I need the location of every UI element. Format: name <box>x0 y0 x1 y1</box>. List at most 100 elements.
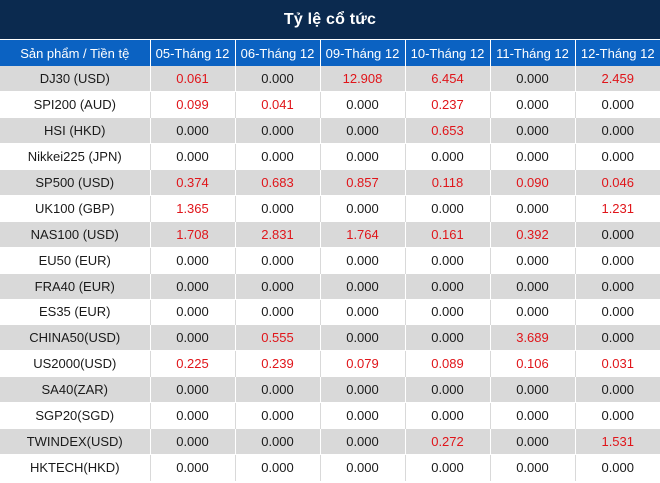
column-header-date: 12-Tháng 12 <box>575 40 660 66</box>
dividend-value-cell: 0.118 <box>405 169 491 196</box>
dividend-value-cell: 0.000 <box>490 91 576 118</box>
table-title: Tỷ lệ cổ tức <box>0 0 660 40</box>
column-header-date: 06-Tháng 12 <box>235 40 321 66</box>
dividend-value-cell: 0.000 <box>150 273 236 300</box>
dividend-value-cell: 0.000 <box>235 402 321 429</box>
dividend-value-cell: 0.000 <box>490 247 576 274</box>
dividend-value-cell: 0.000 <box>490 402 576 429</box>
product-cell: CHINA50(USD) <box>0 324 151 351</box>
dividend-value-cell: 0.000 <box>320 402 406 429</box>
table-row: FRA40 (EUR) 0.000 0.000 0.000 0.000 0.000 0.00… <box>0 273 660 300</box>
dividend-value-cell: 0.000 <box>150 428 236 455</box>
product-cell: Nikkei225 (JPN) <box>0 143 151 170</box>
dividend-value-cell: 0.000 <box>150 402 236 429</box>
table-row: DJ30 (USD) 0.061 0.000 12.908 6.454 0.000 2.45… <box>0 66 660 92</box>
table-row: Nikkei225 (JPN) 0.000 0.000 0.000 0.000 0.000… <box>0 143 660 170</box>
dividend-value-cell: 1.708 <box>150 221 236 248</box>
dividend-value-cell: 0.000 <box>235 117 321 144</box>
dividend-value-cell: 0.237 <box>405 91 491 118</box>
dividend-value-cell: 1.231 <box>575 195 660 222</box>
dividend-value-cell: 0.000 <box>150 299 236 325</box>
dividend-value-cell: 0.000 <box>320 324 406 351</box>
dividend-value-cell: 0.089 <box>405 350 491 377</box>
dividend-table: Sản phẩm / Tiền tệ 05-Tháng 12 06-Tháng … <box>0 40 660 481</box>
dividend-value-cell: 0.161 <box>405 221 491 248</box>
column-header-product: Sản phẩm / Tiền tệ <box>0 40 151 66</box>
dividend-value-cell: 0.000 <box>320 143 406 170</box>
product-cell: HSI (HKD) <box>0 117 151 144</box>
product-cell: FRA40 (EUR) <box>0 273 151 300</box>
dividend-value-cell: 0.374 <box>150 169 236 196</box>
dividend-value-cell: 0.000 <box>575 299 660 325</box>
table-row: SGP20(SGD) 0.000 0.000 0.000 0.000 0.000 0.000 <box>0 402 660 429</box>
dividend-value-cell: 0.031 <box>575 350 660 377</box>
dividend-value-cell: 0.000 <box>320 428 406 455</box>
dividend-value-cell: 0.272 <box>405 428 491 455</box>
dividend-value-cell: 0.555 <box>235 324 321 351</box>
dividend-value-cell: 0.000 <box>235 143 321 170</box>
dividend-value-cell: 0.000 <box>235 376 321 403</box>
dividend-value-cell: 0.000 <box>575 454 660 481</box>
table-row: HKTECH(HKD) 0.000 0.000 0.000 0.000 0.000 0.00… <box>0 454 660 481</box>
table-row: CHINA50(USD) 0.000 0.555 0.000 0.000 3.689 0.0… <box>0 324 660 351</box>
column-header-date: 11-Tháng 12 <box>490 40 576 66</box>
table-row: NAS100 (USD) 1.708 2.831 1.764 0.161 0.392 0.0… <box>0 221 660 248</box>
dividend-value-cell: 0.000 <box>320 376 406 403</box>
dividend-value-cell: 0.000 <box>320 454 406 481</box>
dividend-value-cell: 0.041 <box>235 91 321 118</box>
table-header: Sản phẩm / Tiền tệ 05-Tháng 12 06-Tháng … <box>0 40 660 66</box>
dividend-value-cell: 0.239 <box>235 350 321 377</box>
dividend-value-cell: 0.000 <box>405 143 491 170</box>
dividend-value-cell: 0.000 <box>490 454 576 481</box>
dividend-value-cell: 0.000 <box>490 428 576 455</box>
dividend-value-cell: 12.908 <box>320 66 406 92</box>
dividend-value-cell: 0.000 <box>405 376 491 403</box>
dividend-value-cell: 0.090 <box>490 169 576 196</box>
product-cell: ES35 (EUR) <box>0 299 151 325</box>
dividend-value-cell: 0.106 <box>490 350 576 377</box>
table-body: DJ30 (USD) 0.061 0.000 12.908 6.454 0.000 2.45… <box>0 66 660 481</box>
dividend-value-cell: 0.857 <box>320 169 406 196</box>
dividend-value-cell: 0.000 <box>320 273 406 300</box>
product-cell: SA40(ZAR) <box>0 376 151 403</box>
dividend-value-cell: 0.000 <box>150 454 236 481</box>
dividend-value-cell: 0.000 <box>235 299 321 325</box>
dividend-value-cell: 0.000 <box>575 221 660 248</box>
dividend-value-cell: 0.000 <box>235 273 321 300</box>
table-row: ES35 (EUR) 0.000 0.000 0.000 0.000 0.000 0.000 <box>0 299 660 325</box>
table-row: SP500 (USD) 0.374 0.683 0.857 0.118 0.090 0.04… <box>0 169 660 196</box>
dividend-value-cell: 0.000 <box>490 66 576 92</box>
dividend-value-cell: 0.046 <box>575 169 660 196</box>
product-cell: HKTECH(HKD) <box>0 454 151 481</box>
product-cell: TWINDEX(USD) <box>0 428 151 455</box>
dividend-value-cell: 6.454 <box>405 66 491 92</box>
dividend-value-cell: 0.000 <box>575 376 660 403</box>
dividend-value-cell: 0.392 <box>490 221 576 248</box>
dividend-value-cell: 0.000 <box>575 91 660 118</box>
product-cell: SPI200 (AUD) <box>0 91 151 118</box>
dividend-value-cell: 0.000 <box>490 143 576 170</box>
header-row: Sản phẩm / Tiền tệ 05-Tháng 12 06-Tháng … <box>0 40 660 66</box>
dividend-value-cell: 1.531 <box>575 428 660 455</box>
column-header-date: 05-Tháng 12 <box>150 40 236 66</box>
column-header-date: 09-Tháng 12 <box>320 40 406 66</box>
dividend-value-cell: 0.000 <box>150 117 236 144</box>
dividend-value-cell: 0.000 <box>320 299 406 325</box>
dividend-value-cell: 0.099 <box>150 91 236 118</box>
dividend-value-cell: 0.000 <box>405 273 491 300</box>
product-cell: SGP20(SGD) <box>0 402 151 429</box>
dividend-value-cell: 0.000 <box>575 273 660 300</box>
dividend-value-cell: 0.000 <box>235 428 321 455</box>
table-row: TWINDEX(USD) 0.000 0.000 0.000 0.272 0.000 1.5… <box>0 428 660 455</box>
dividend-value-cell: 0.000 <box>575 117 660 144</box>
dividend-value-cell: 3.689 <box>490 324 576 351</box>
table-row: SA40(ZAR) 0.000 0.000 0.000 0.000 0.000 0.000 <box>0 376 660 403</box>
table-row: UK100 (GBP) 1.365 0.000 0.000 0.000 0.000 1.23… <box>0 195 660 222</box>
product-cell: SP500 (USD) <box>0 169 151 196</box>
dividend-value-cell: 0.061 <box>150 66 236 92</box>
dividend-value-cell: 0.000 <box>490 376 576 403</box>
dividend-value-cell: 0.000 <box>320 247 406 274</box>
dividend-value-cell: 0.000 <box>405 299 491 325</box>
dividend-value-cell: 0.225 <box>150 350 236 377</box>
